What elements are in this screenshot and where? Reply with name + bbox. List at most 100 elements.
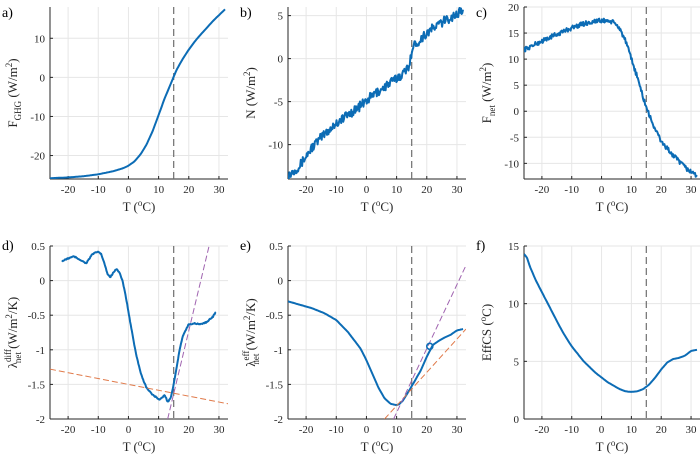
x-tick-label: -10 xyxy=(91,424,106,436)
x-tick-label: 20 xyxy=(656,424,668,436)
x-tick-label: 20 xyxy=(421,424,433,436)
y-tick-label: 10 xyxy=(508,299,520,311)
y-label-unit-sup: 2 xyxy=(478,67,488,72)
y-label-unit-post: /K) xyxy=(5,297,20,314)
x-tick-label: 10 xyxy=(626,184,638,196)
y-tick-label: 0 xyxy=(278,276,284,288)
fit-line-purple xyxy=(393,265,466,419)
x-label-post: C) xyxy=(142,199,155,214)
y-label-main: EffCS xyxy=(479,329,494,361)
x-tick-label: -20 xyxy=(535,424,550,436)
y-label-sub: net xyxy=(13,352,23,363)
y-tick-label: 10 xyxy=(508,54,520,66)
y-axis-label: Fnet (W/m2) xyxy=(478,63,497,124)
x-tick-label: -20 xyxy=(299,184,314,196)
y-label-main: F xyxy=(479,116,494,123)
x-label-main: T ( xyxy=(596,199,611,214)
y-tick-label: -1.5 xyxy=(28,379,46,391)
series-line-EffCS xyxy=(524,253,698,393)
x-label-sup: o xyxy=(376,198,381,208)
y-tick-label: -5 xyxy=(274,97,284,109)
y-label-unit-sup: 2 xyxy=(4,314,14,319)
y-axis-label: λdiffnet (W/m2/K) xyxy=(3,297,23,369)
x-axis-label: T (oC) xyxy=(596,438,629,454)
x-tick-label: -10 xyxy=(564,424,579,436)
y-label-main: λ xyxy=(243,360,258,367)
y-tick-label: 5 xyxy=(514,80,520,92)
y-tick-label: 0 xyxy=(278,54,284,66)
series-line-lambda_eff xyxy=(288,300,464,407)
x-label-sup: o xyxy=(138,438,143,448)
y-label-sub: GHG xyxy=(13,100,23,120)
panel-b: -20 -10 0 10 20 30 -10 -5 0 5 b) T (oC) N (W/m2) xyxy=(240,6,466,214)
y-axis-label: λeffnet (W/m2/K) xyxy=(241,298,261,367)
y-label-unit-sup: 2 xyxy=(4,63,14,68)
y-label-sub: net xyxy=(251,353,261,364)
x-tick-label: 30 xyxy=(451,184,463,196)
x-tick-label: 0 xyxy=(599,424,605,436)
y-label-unit-pre: ( xyxy=(479,321,494,325)
y-label-unit-pre: (W/m xyxy=(479,72,494,102)
x-tick-label: 30 xyxy=(686,184,698,196)
fit-line-orange xyxy=(384,328,466,419)
series-line-F_net xyxy=(524,17,698,178)
x-tick-label: 10 xyxy=(391,184,403,196)
y-label-sup: diff xyxy=(3,349,13,362)
y-label-sub: net xyxy=(487,105,497,116)
y-tick-label: 0 xyxy=(40,276,46,288)
y-label-unit-post: C) xyxy=(479,304,494,317)
y-tick-label: 15 xyxy=(508,28,520,40)
x-label-main: T ( xyxy=(596,439,611,454)
y-tick-label: 0 xyxy=(514,414,520,426)
y-tick-label: -0.5 xyxy=(28,310,46,322)
x-tick-label: 0 xyxy=(364,424,370,436)
x-tick-label: -20 xyxy=(61,424,76,436)
y-tick-label: 0.5 xyxy=(269,241,283,253)
y-tick-label: -20 xyxy=(30,151,45,163)
y-tick-label: 5 xyxy=(514,356,520,368)
x-tick-label: 10 xyxy=(626,424,638,436)
x-label-sup: o xyxy=(138,198,143,208)
y-tick-label: -10 xyxy=(268,140,283,152)
fit-line-purple xyxy=(167,246,210,419)
x-label-post: C) xyxy=(380,439,393,454)
series-line-lambda_diff xyxy=(61,250,217,403)
x-tick-label: 0 xyxy=(126,184,132,196)
x-tick-label: -20 xyxy=(299,424,314,436)
x-tick-label: -10 xyxy=(329,184,344,196)
x-label-post: C) xyxy=(615,439,628,454)
series-line-N xyxy=(288,7,464,179)
panel-label: d) xyxy=(2,239,14,254)
y-label-unit-post: ) xyxy=(5,58,20,62)
x-tick-label: 30 xyxy=(213,184,225,196)
y-axis-label: N (W/m2) xyxy=(242,67,258,119)
x-tick-label: 10 xyxy=(153,184,165,196)
panel-label: b) xyxy=(240,6,252,21)
x-tick-label: 30 xyxy=(686,424,698,436)
x-tick-label: 30 xyxy=(213,424,225,436)
y-label-unit-sup: o xyxy=(478,316,488,321)
y-tick-label: 5 xyxy=(278,11,284,23)
x-tick-label: 20 xyxy=(183,424,195,436)
series-line-F_GHG xyxy=(50,8,226,179)
x-label-main: T ( xyxy=(123,439,138,454)
y-label-unit-post: /K) xyxy=(243,298,258,315)
y-label-unit-pre: (W/m xyxy=(243,76,258,106)
x-label-sup: o xyxy=(376,438,381,448)
x-label-main: T ( xyxy=(361,439,376,454)
x-axis-label: T (oC) xyxy=(123,198,156,214)
panel-e: -20 -10 0 10 20 30 -2 -1.5 -1 -0.5 0 0.5 e) T (oC) λef… xyxy=(240,239,466,454)
x-tick-label: 0 xyxy=(599,184,605,196)
y-axis-label: FGHG (W/m2) xyxy=(4,58,23,127)
y-tick-label: 0 xyxy=(514,106,520,118)
y-tick-label: 20 xyxy=(508,2,520,14)
x-tick-label: -20 xyxy=(535,184,550,196)
y-tick-label: 0.5 xyxy=(31,241,45,253)
y-label-unit-post: ) xyxy=(243,67,258,71)
y-label-unit-sup: 2 xyxy=(242,71,252,76)
y-tick-label: -1 xyxy=(274,345,283,357)
y-label-unit-post: ) xyxy=(479,63,494,67)
x-tick-label: -20 xyxy=(61,184,76,196)
x-axis-label: T (oC) xyxy=(596,198,629,214)
